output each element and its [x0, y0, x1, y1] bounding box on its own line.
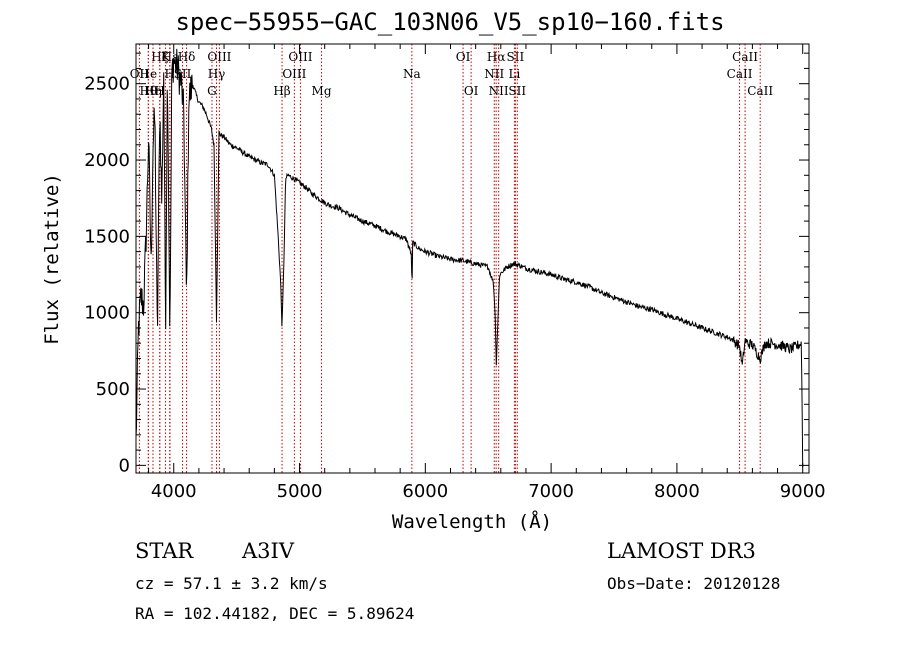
- line-marker-label-6: H: [164, 67, 174, 81]
- object-class: STAR: [135, 539, 194, 563]
- line-marker-label-18: Na: [403, 67, 421, 81]
- line-marker-label-10: H: [155, 84, 165, 98]
- x-tick-label: 9000: [780, 481, 826, 502]
- y-tick-label: 0: [119, 455, 130, 476]
- survey-name: LAMOST DR3: [607, 539, 756, 563]
- redshift-cz: cz = 57.1 ± 3.2 km/s: [135, 574, 328, 593]
- line-marker-label-20: OI: [464, 84, 479, 98]
- line-marker-label-19: OI: [456, 50, 471, 64]
- line-marker-label-1: Hζ: [151, 50, 168, 64]
- line-marker-label-23: NII: [484, 67, 504, 81]
- line-marker-label-17: Mg: [312, 84, 332, 98]
- line-marker-label-4: OII: [130, 67, 150, 81]
- axes: 4000 5000 6000 7000 8000 9000 0 500 1000 1500 2000…: [84, 43, 826, 502]
- y-tick-label: 1000: [84, 303, 130, 324]
- line-marker-label-16: Hβ: [273, 84, 290, 98]
- line-marker-label-27: CaII: [732, 50, 758, 64]
- spectrum-line: [135, 48, 804, 468]
- line-marker-label-12: Hγ: [208, 67, 226, 81]
- coordinates: RA = 102.44182, DEC = 5.89624: [135, 604, 415, 623]
- x-tick-label: 6000: [402, 481, 448, 502]
- line-marker-label-13: G: [207, 84, 217, 98]
- line-marker-label-3: Hδ: [178, 50, 196, 64]
- x-tick-label: 4000: [151, 481, 197, 502]
- line-marker-label-15: OIII: [282, 67, 306, 81]
- line-marker-label-29: CaII: [747, 84, 773, 98]
- line-marker-label-25: NII: [489, 84, 509, 98]
- y-tick-label: 1500: [84, 226, 130, 247]
- line-marker-label-9: Hθ: [139, 84, 157, 98]
- plot-frame: [135, 43, 810, 474]
- line-marker-label-22: SII: [507, 50, 525, 64]
- line-marker-label-21: Hα: [487, 50, 506, 64]
- line-marker-label-5: He: [140, 67, 158, 81]
- x-tick-label: 7000: [528, 481, 574, 502]
- y-tick-label: 2500: [84, 74, 130, 95]
- line-marker-label-24: Li: [508, 67, 520, 81]
- line-marker-label-14: OIII: [288, 50, 312, 64]
- x-tick-label: 8000: [654, 481, 700, 502]
- y-tick-label: 2000: [84, 150, 130, 171]
- y-tick-label: 500: [96, 379, 130, 400]
- line-marker-label-28: CaII: [727, 67, 753, 81]
- line-marker-label-11: OIII: [207, 50, 231, 64]
- line-marker-label-26: SII: [508, 84, 526, 98]
- observation-date: Obs−Date: 20120128: [607, 574, 781, 593]
- object-subclass: A3IV: [242, 539, 294, 563]
- spectrum-series: [135, 48, 804, 468]
- line-marker-label-2: K: [161, 50, 171, 64]
- x-axis-label: Wavelength (Å): [391, 511, 553, 533]
- x-tick-label: 5000: [277, 481, 323, 502]
- chart-title: spec−55955−GAC_103N06_V5_sp10−160.fits: [175, 8, 725, 36]
